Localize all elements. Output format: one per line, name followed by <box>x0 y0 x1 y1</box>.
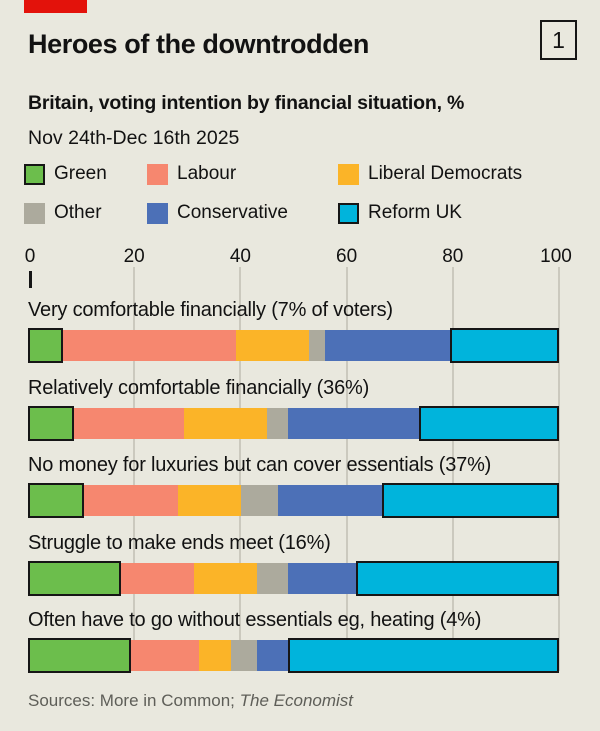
gridline <box>133 267 136 671</box>
axis-tick-label: 100 <box>540 246 572 267</box>
gridline <box>558 267 560 671</box>
legend-item-green: Green <box>24 163 147 185</box>
bar-segment-reform-uk <box>356 560 559 596</box>
bar-segment-liberal-democrats <box>183 407 268 439</box>
stacked-bar <box>28 328 559 363</box>
stacked-bar <box>28 560 559 596</box>
economist-red-tag <box>24 0 87 13</box>
axis-tick-label: 0 <box>24 246 36 267</box>
legend-swatch-other-icon <box>24 202 45 224</box>
legend-swatch-green-icon <box>24 163 45 185</box>
bar-segment-other <box>267 407 289 439</box>
sources-publication: The Economist <box>239 691 354 710</box>
legend-item-liberal-democrats: Liberal Democrats <box>338 163 522 185</box>
legend-label: Liberal Democrats <box>368 163 523 184</box>
bar-segment-reform-uk <box>382 483 559 518</box>
category-label: Often have to go without essentials eg, … <box>28 609 482 631</box>
bar-segment-conservative <box>277 485 383 516</box>
bar-segment-conservative <box>256 640 289 671</box>
category-label: No money for luxuries but can cover esse… <box>28 454 492 476</box>
legend-swatch-liberal-democrats-icon <box>338 163 359 185</box>
bar-segment-other <box>309 330 325 361</box>
bar-segment-green <box>28 560 121 596</box>
legend-item-other: Other <box>24 202 147 224</box>
bar-segment-conservative <box>288 562 357 594</box>
bar-segment-reform-uk <box>450 328 559 363</box>
bar-segment-green <box>28 405 74 441</box>
bar-segment-other <box>241 485 278 516</box>
stacked-bar <box>28 483 559 518</box>
legend-swatch-conservative-icon <box>147 202 168 224</box>
legend-item-conservative: Conservative <box>147 202 338 224</box>
axis-tick-label: 60 <box>336 246 358 267</box>
bar-segment-liberal-democrats <box>178 485 242 516</box>
chart-date-range: Nov 24th-Dec 16th 2025 <box>28 127 240 149</box>
gridline <box>451 267 454 671</box>
bar-segment-green <box>28 328 64 363</box>
legend-swatch-labour-icon <box>147 163 168 185</box>
axis-tick-label: 20 <box>123 246 145 267</box>
index-badge-number: 1 <box>552 26 565 53</box>
bar-segment-reform-uk <box>419 405 560 441</box>
legend-label: Reform UK <box>368 202 462 223</box>
legend-swatch-reform-uk-icon <box>338 202 359 224</box>
bar-segment-labour <box>131 640 200 671</box>
bar-segment-labour <box>120 562 195 594</box>
bar-segment-green <box>28 483 85 518</box>
legend-label: Other <box>54 202 102 223</box>
legend-item-reform-uk: Reform UK <box>338 202 462 224</box>
legend-label: Green <box>54 163 107 184</box>
legend-row: Green Labour Liberal Democrats <box>24 162 584 186</box>
zero-tick-mark <box>29 271 32 288</box>
gridline <box>239 267 242 671</box>
bar-segment-liberal-democrats <box>194 562 257 594</box>
legend-label: Labour <box>177 163 237 184</box>
bar-segment-reform-uk <box>288 638 559 673</box>
axis-tick-label: 80 <box>442 246 464 267</box>
legend-item-labour: Labour <box>147 163 338 185</box>
category-label: Struggle to make ends meet (16%) <box>28 531 331 554</box>
index-badge: 1 <box>540 20 577 60</box>
bar-segment-labour <box>73 407 184 439</box>
category-label: Relatively comfortable financially (36%) <box>28 376 370 399</box>
legend-row: Other Conservative Reform UK <box>24 201 584 225</box>
bar-segment-labour <box>84 485 179 516</box>
sources-line: Sources: More in Common; The Economist <box>28 691 353 711</box>
bar-segment-conservative <box>288 407 420 439</box>
bar-segment-other <box>230 640 257 671</box>
bar-segment-liberal-democrats <box>235 330 310 361</box>
legend-label: Conservative <box>177 202 288 223</box>
axis-tick-label: 40 <box>229 246 251 267</box>
stacked-bar <box>28 638 559 673</box>
bar-segment-green <box>28 638 132 673</box>
bar-segment-other <box>256 562 289 594</box>
chart-title: Heroes of the downtrodden <box>28 29 370 59</box>
sources-text: Sources: More in Common; <box>28 691 240 710</box>
chart-subtitle: Britain, voting intention by financial s… <box>28 92 465 114</box>
bar-segment-labour <box>63 330 236 361</box>
bar-segment-liberal-democrats <box>199 640 231 671</box>
stacked-bar <box>28 405 560 441</box>
gridline <box>345 267 348 671</box>
category-label: Very comfortable financially (7% of vote… <box>28 299 393 321</box>
bar-segment-conservative <box>324 330 451 361</box>
legend: Green Labour Liberal Democrats Other Conserv… <box>24 162 584 240</box>
